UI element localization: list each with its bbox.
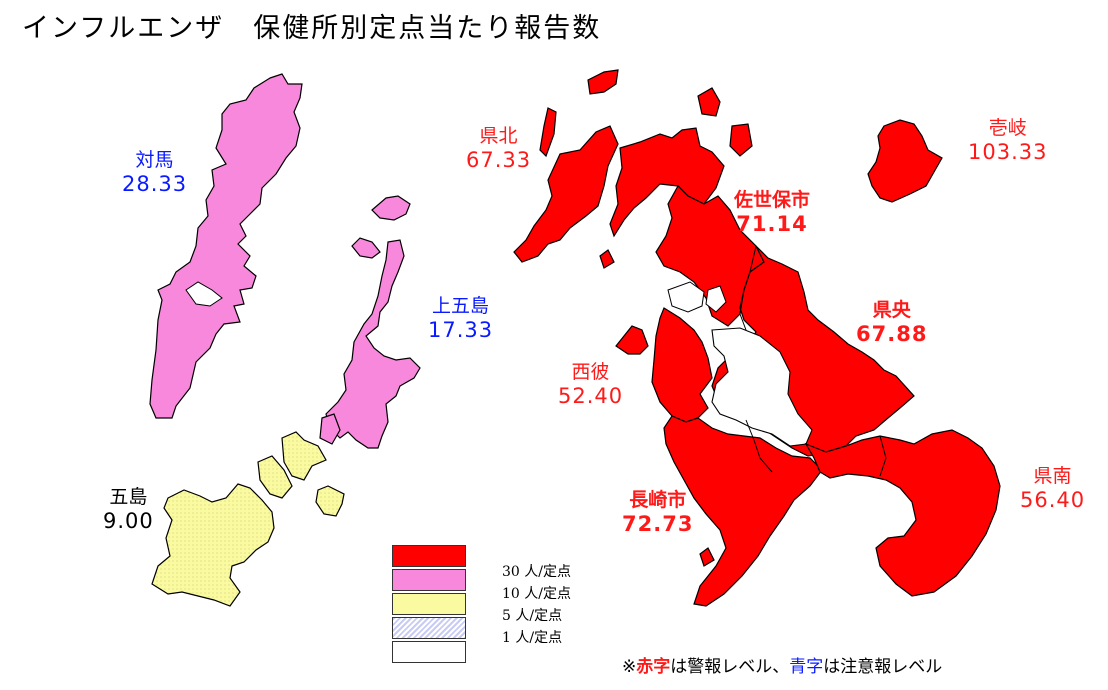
note-red-word: 赤字	[636, 657, 671, 677]
region-value: 9.00	[103, 508, 154, 533]
note-suffix: は注意報レベル	[823, 657, 943, 677]
region-tsushima[interactable]	[149, 73, 303, 419]
boundary-nagasaki-kenou	[745, 419, 773, 473]
region-nagasaki[interactable]	[663, 415, 823, 607]
region-kamigoto-wisland[interactable]	[319, 413, 341, 445]
boundary-kenou-kennan	[879, 435, 887, 477]
legend-swatch-10	[392, 569, 466, 591]
region-kamigoto-north[interactable]	[371, 195, 411, 221]
region-value: 28.33	[122, 171, 188, 196]
region-kenhoku-east[interactable]	[697, 87, 721, 117]
region-name: 壱岐	[988, 117, 1027, 139]
region-saihi-islet[interactable]	[615, 325, 649, 355]
region-value: 67.88	[856, 321, 928, 346]
legend-swatch-30	[392, 545, 466, 567]
region-kennan[interactable]	[804, 429, 1001, 597]
region-goto-north[interactable]	[281, 431, 327, 481]
region-nagasaki-islet[interactable]	[699, 547, 715, 567]
legend-swatch-0	[392, 641, 466, 663]
region-name: 五島	[109, 486, 148, 508]
legend-swatch-5	[392, 593, 466, 615]
region-value: 67.33	[466, 147, 532, 172]
label-kenou: 県央 67.88	[856, 299, 928, 346]
region-name: 対馬	[135, 149, 174, 171]
region-saihi[interactable]	[651, 307, 713, 423]
legend-note: ※赤字は警報レベル、青字は注意報レベル	[622, 652, 942, 677]
omura-bay	[711, 327, 813, 447]
region-value: 17.33	[428, 317, 494, 342]
note-middle: は警報レベル、	[670, 657, 790, 677]
page-title: インフルエンザ 保健所別定点当たり報告数	[22, 13, 602, 44]
label-kenhoku: 県北 67.33	[466, 125, 532, 172]
note-blue-word: 青字	[789, 657, 824, 677]
region-kamigoto[interactable]	[325, 239, 421, 449]
region-goto-islet[interactable]	[315, 485, 345, 517]
region-kenhoku-hirado[interactable]	[539, 107, 557, 158]
legend-label-10: 10 人/定点	[502, 586, 571, 602]
legend-label-5: 5 人/定点	[502, 608, 563, 624]
label-sasebo: 佐世保市 71.14	[734, 189, 811, 236]
region-value: 103.33	[968, 139, 1048, 164]
region-name: 長崎市	[629, 489, 687, 511]
legend-label-30: 30 人/定点	[502, 564, 571, 580]
label-nagasaki: 長崎市 72.73	[622, 489, 694, 536]
region-name: 県北	[479, 125, 518, 147]
note-prefix: ※	[622, 657, 637, 677]
region-value: 71.14	[736, 211, 808, 236]
region-iki[interactable]	[867, 119, 943, 203]
region-goto[interactable]	[151, 483, 275, 607]
region-value: 72.73	[622, 511, 694, 536]
region-name: 県南	[1033, 465, 1072, 487]
label-kamigoto: 上五島 17.33	[428, 295, 494, 342]
label-kennan: 県南 56.40	[1020, 465, 1086, 512]
legend-label-1: 1 人/定点	[502, 630, 563, 646]
region-name: 西彼	[571, 361, 610, 383]
label-saihi: 西彼 52.40	[558, 361, 624, 408]
region-kenhoku-islet[interactable]	[587, 69, 619, 95]
region-sasebo-bay2	[705, 285, 727, 313]
region-name: 県央	[872, 299, 911, 321]
label-iki: 壱岐 103.33	[968, 117, 1048, 164]
region-name: 佐世保市	[734, 189, 811, 211]
region-name: 上五島	[432, 295, 490, 317]
region-value: 52.40	[558, 383, 624, 408]
region-sasebo[interactable]	[655, 185, 765, 327]
region-sasebo-islet[interactable]	[599, 249, 615, 269]
tsushima-bay	[185, 281, 223, 307]
region-kenhoku[interactable]	[513, 125, 619, 263]
legend-swatch-1	[392, 617, 466, 639]
label-goto: 五島 9.00	[103, 486, 154, 533]
region-kamigoto-islet[interactable]	[351, 237, 381, 259]
region-goto-mid[interactable]	[257, 455, 293, 499]
boundary-sasebo-kenou	[739, 245, 757, 331]
region-kenhoku-islet2[interactable]	[729, 123, 753, 157]
region-value: 56.40	[1020, 487, 1086, 512]
region-sasebo-bay	[667, 281, 705, 313]
label-tsushima: 対馬 28.33	[122, 149, 188, 196]
